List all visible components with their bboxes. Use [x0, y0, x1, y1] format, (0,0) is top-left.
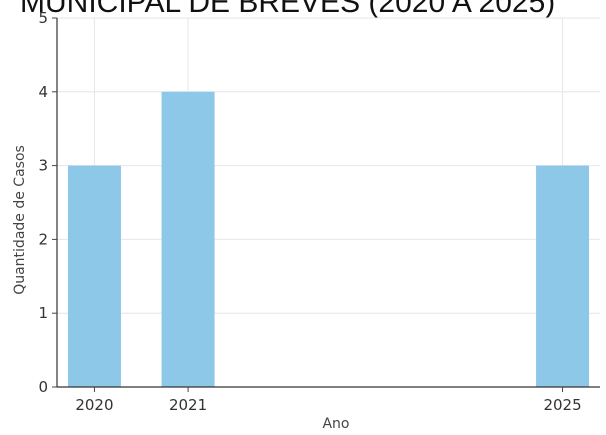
grid-lines [57, 17, 600, 388]
bars [67, 91, 590, 388]
x-ticks: 2020 2021 2025 [75, 387, 582, 414]
y-tick-label: 4 [38, 83, 48, 101]
y-tick-label: 5 [38, 9, 48, 27]
x-tick-label: 2021 [169, 396, 207, 414]
x-axis-label: Ano [322, 416, 349, 432]
x-tick-label: 2025 [543, 396, 581, 414]
bar-2020 [67, 165, 121, 387]
y-tick-label: 1 [38, 304, 48, 322]
y-ticks: 0 1 2 3 4 5 [38, 9, 57, 396]
axes [56, 18, 600, 388]
y-tick-label: 3 [38, 157, 48, 175]
x-tick-label: 2020 [75, 396, 113, 414]
y-tick-label: 2 [38, 230, 48, 248]
y-axis-label: Quantidade de Casos [12, 145, 28, 295]
bar-2021 [161, 91, 215, 388]
y-tick-label: 0 [38, 378, 48, 396]
chart-title: MUNICIPAL DE BREVES (2020 A 2025) [20, 0, 556, 19]
bar-2025 [536, 165, 590, 387]
